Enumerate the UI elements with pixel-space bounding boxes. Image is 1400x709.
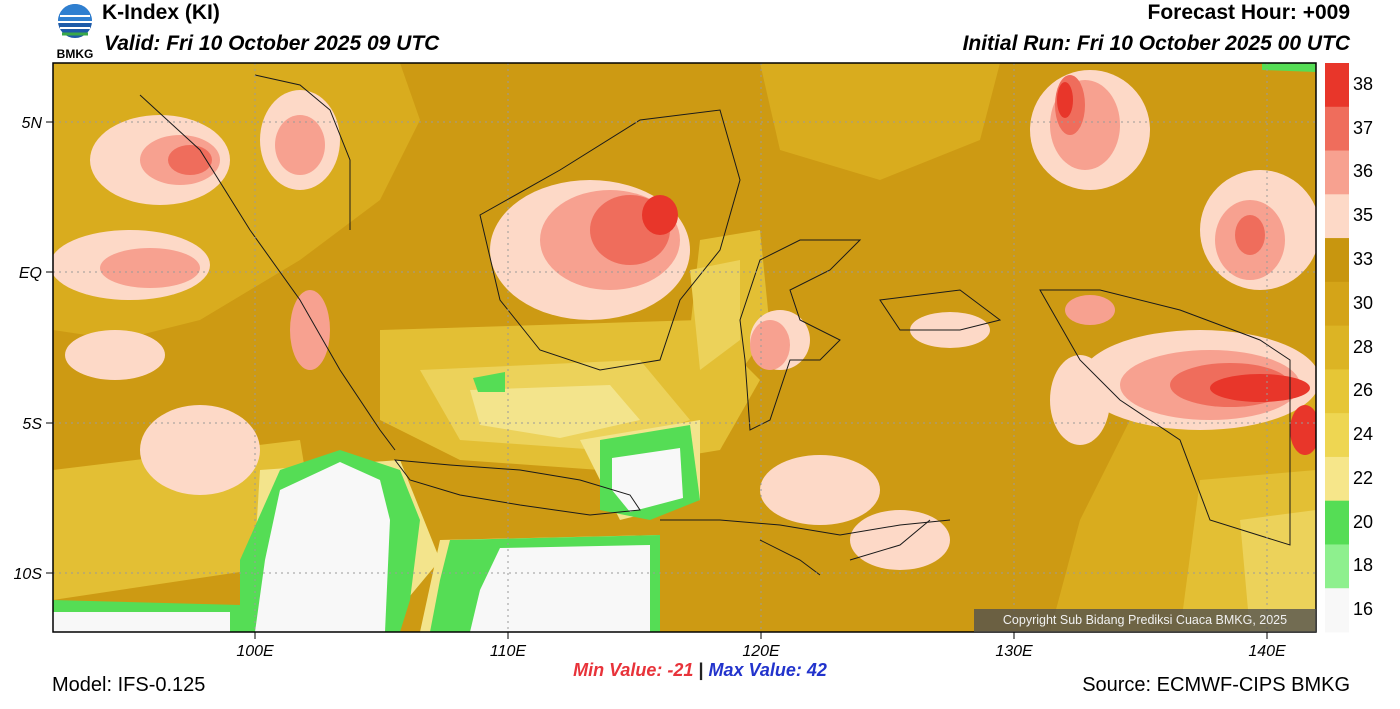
colorbar-swatch	[1325, 150, 1349, 195]
colorbar-label: 16	[1353, 599, 1374, 620]
gridlines	[53, 63, 1316, 632]
min-max-values: Min Value: -21 | Max Value: 42	[0, 660, 1400, 681]
max-value: Max Value: 42	[708, 660, 827, 680]
coastlines	[139, 74, 1291, 576]
model-label: Model: IFS-0.125	[52, 674, 206, 696]
source-label: Source: ECMWF-CIPS BMKG	[1082, 674, 1350, 696]
colorbar-swatch	[1325, 500, 1349, 545]
colorbar-label: 24	[1353, 424, 1374, 445]
svg-text:BMKG: BMKG	[57, 47, 94, 60]
colorbar-swatch	[1325, 238, 1349, 283]
colorbar-label: 30	[1353, 292, 1374, 313]
copyright-notice: Copyright Sub Bidang Prediksi Cuaca BMKG…	[974, 609, 1316, 632]
forecast-hour: Forecast Hour: +009	[1147, 1, 1351, 24]
colorbar-swatch	[1325, 281, 1349, 327]
colorbar-swatch	[1325, 63, 1349, 108]
colorbar-label: 22	[1353, 467, 1374, 488]
colorbar-swatch	[1325, 369, 1349, 414]
colorbar-swatch	[1325, 194, 1349, 239]
colorbar-swatch	[1325, 413, 1349, 458]
colorbar-swatch	[1325, 456, 1349, 502]
colorbar-swatch	[1325, 106, 1349, 152]
lat-label-10s: 10S	[14, 566, 43, 583]
initial-run: Initial Run: Fri 10 October 2025 00 UTC	[962, 32, 1350, 55]
colorbar	[1325, 63, 1349, 633]
lon-label-140e: 140E	[1248, 643, 1286, 660]
valid-time: Valid: Fri 10 October 2025 09 UTC	[104, 32, 440, 55]
colorbar-label: 37	[1353, 117, 1374, 138]
lat-labels: 5N EQ 5S 10S	[14, 115, 43, 583]
lat-label-eq: EQ	[19, 265, 42, 282]
map-frame	[52, 62, 1317, 633]
colorbar-swatch	[1325, 325, 1349, 370]
lon-labels: 100E 110E 120E 130E 140E	[236, 643, 1286, 660]
lat-label-5n: 5N	[22, 115, 43, 132]
low-index-areas-white	[53, 448, 683, 632]
colorbar-label: 28	[1353, 336, 1374, 357]
colorbar-label: 26	[1353, 380, 1374, 401]
lon-label-130e: 130E	[995, 643, 1033, 660]
lon-label-100e: 100E	[236, 643, 274, 660]
axis-ticks	[46, 121, 1268, 639]
bmkg-logo: BMKG	[57, 4, 94, 60]
colorbar-label: 38	[1353, 73, 1374, 94]
colorbar-label: 36	[1353, 161, 1374, 182]
colorbar-swatch	[1325, 588, 1349, 633]
min-value: Min Value: -21	[573, 660, 694, 680]
colorbar-label: 35	[1353, 205, 1374, 226]
colorbar-swatch	[1325, 544, 1349, 589]
colorbar-label: 18	[1353, 555, 1374, 576]
map-title: K-Index (KI)	[102, 1, 220, 24]
lon-label-120e: 120E	[742, 643, 780, 660]
lat-label-5s: 5S	[22, 416, 42, 433]
lon-label-110e: 110E	[490, 643, 527, 660]
min-max-separator: |	[698, 660, 704, 680]
colorbar-label: 33	[1353, 248, 1374, 269]
colorbar-label: 20	[1353, 511, 1374, 532]
